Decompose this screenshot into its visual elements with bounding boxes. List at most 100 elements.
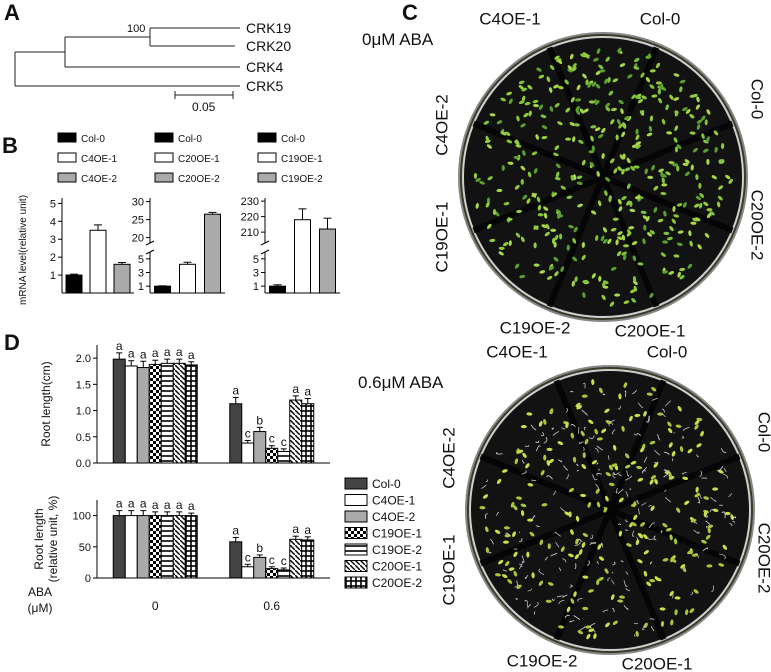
seedling: [643, 410, 647, 417]
seedling: [677, 230, 684, 234]
seedling: [598, 576, 604, 581]
root: [505, 532, 511, 537]
seedling: [546, 460, 550, 466]
y-tick-label: 1.0: [76, 406, 91, 418]
seedling: [608, 464, 613, 471]
seedling: [649, 115, 654, 122]
bar: [136, 367, 150, 464]
seedling: [560, 546, 565, 552]
significance-letter: a: [232, 523, 239, 537]
y-tick-label: 3: [138, 268, 144, 280]
seedling: [527, 171, 532, 178]
root: [642, 467, 647, 472]
seedling: [570, 174, 574, 181]
seedling: [533, 225, 539, 230]
seedling: [667, 427, 673, 434]
seedling: [601, 280, 607, 286]
seedling: [635, 630, 639, 637]
seedling: [538, 74, 545, 79]
seedling: [649, 69, 656, 73]
seedling: [566, 195, 573, 200]
significance-letter: a: [164, 498, 171, 512]
root: [515, 598, 519, 601]
seedling: [543, 206, 549, 211]
seedling: [607, 76, 611, 83]
root: [612, 561, 616, 566]
y-tick-label: 220: [241, 212, 259, 224]
seedling: [608, 90, 614, 96]
root: [681, 471, 687, 475]
seedling: [515, 144, 522, 148]
seedling: [696, 417, 703, 422]
seedling: [620, 108, 624, 115]
root: [536, 445, 541, 451]
root: [672, 594, 674, 599]
seedling: [598, 134, 604, 139]
seedling: [634, 195, 641, 200]
root: [578, 626, 586, 632]
seedling: [618, 123, 623, 129]
root: [578, 441, 584, 444]
seedling: [548, 266, 555, 271]
seedling: [612, 217, 619, 221]
seedling: [475, 202, 479, 209]
seedling: [634, 57, 640, 63]
seedling: [668, 472, 672, 479]
root: [723, 473, 729, 479]
root: [582, 382, 586, 389]
axis-break: [145, 249, 155, 255]
root: [723, 467, 727, 473]
bar: [113, 263, 131, 294]
seedling: [586, 633, 591, 640]
tree: [14, 27, 240, 99]
sector-label: C19OE-1: [432, 202, 451, 273]
seedling: [487, 176, 493, 181]
seedling: [603, 506, 608, 513]
seedling: [582, 575, 589, 579]
seedling: [522, 452, 527, 458]
seedling: [671, 218, 676, 224]
seedling: [549, 106, 554, 112]
root: [551, 598, 555, 601]
root: [633, 432, 638, 436]
seedling: [578, 549, 583, 555]
panel-letter: D: [4, 330, 20, 355]
root: [633, 634, 636, 637]
legend-label: C4OE-2: [372, 510, 416, 524]
root: [681, 436, 685, 439]
seedling: [682, 202, 687, 208]
root: [496, 511, 500, 517]
seedling: [616, 119, 621, 125]
significance-letter: a: [140, 497, 147, 511]
root: [535, 525, 540, 527]
seedling: [621, 234, 626, 241]
y-tick-label: 2: [50, 252, 56, 264]
seedling: [596, 579, 600, 586]
seedling: [661, 183, 668, 187]
seedling: [695, 104, 700, 110]
root: [513, 548, 518, 550]
seedling: [604, 78, 608, 85]
seedling: [649, 84, 655, 89]
seedling: [605, 622, 610, 628]
seedling: [646, 581, 652, 587]
seedling: [575, 538, 579, 545]
seedling: [546, 275, 553, 280]
seedling: [635, 134, 640, 141]
seedling: [671, 450, 676, 457]
seedling: [538, 580, 544, 586]
seedling: [496, 120, 503, 125]
seedling: [485, 547, 490, 554]
seedling: [521, 95, 526, 102]
seedling: [513, 551, 518, 557]
seedling: [674, 609, 678, 616]
plate-divider: [479, 453, 612, 513]
seedling: [551, 192, 558, 197]
panel-letter: A: [4, 0, 20, 25]
root: [717, 466, 724, 472]
seedling: [703, 496, 710, 500]
bar: [265, 447, 279, 464]
seedling: [521, 87, 528, 92]
seedling: [553, 84, 559, 89]
root: [527, 588, 532, 592]
